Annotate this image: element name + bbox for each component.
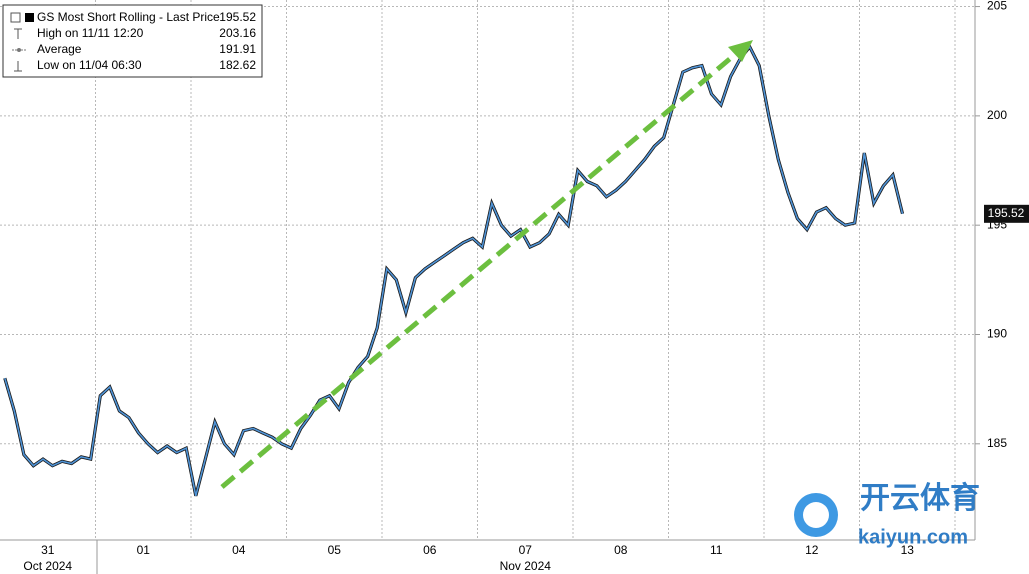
x-tick-label: 31	[41, 543, 55, 557]
trend-arrow	[220, 50, 740, 489]
legend-label: GS Most Short Rolling - Last Price	[37, 10, 220, 24]
month-label: Oct 2024	[23, 559, 72, 573]
y-tick-label: 205	[987, 0, 1007, 13]
watermark: 开云体育 kaiyun.com	[794, 481, 980, 548]
legend: GS Most Short Rolling - Last Price 195.5…	[2, 4, 263, 78]
y-tick-label: 200	[987, 108, 1007, 122]
x-tick-label: 01	[137, 543, 151, 557]
legend-box	[2, 4, 263, 78]
legend-icon	[17, 48, 21, 52]
legend-label: Average	[37, 42, 82, 56]
x-tick-label: 12	[805, 543, 819, 557]
y-tick-label: 190	[987, 327, 1007, 341]
y-tick-label: 185	[987, 436, 1007, 450]
legend-label: High on 11/11 12:20	[37, 26, 144, 40]
last-price-tag	[984, 204, 1029, 223]
watermark-title: 开云体育	[860, 481, 980, 515]
series-line	[4, 45, 904, 497]
legend-icon	[14, 28, 22, 39]
legend-value: 203.16	[219, 26, 256, 40]
x-tick-label: 08	[614, 543, 628, 557]
last-price-label: 195.52	[988, 206, 1025, 220]
watermark-logo	[803, 502, 829, 528]
legend-label: Low on 11/04 06:30	[37, 58, 142, 72]
legend-value: 195.52	[219, 10, 256, 24]
x-tick-label: 06	[423, 543, 437, 557]
x-tick-label: 05	[328, 543, 342, 557]
legend-value: 182.62	[219, 58, 256, 72]
legend-value: 191.91	[219, 42, 256, 56]
x-tick-label: 13	[901, 543, 915, 557]
trend-arrow-head	[728, 40, 753, 62]
x-tick-label: 04	[232, 543, 246, 557]
month-label: Nov 2024	[500, 559, 552, 573]
watermark-url: kaiyun.com	[858, 526, 968, 548]
x-tick-label: 07	[519, 543, 533, 557]
x-tick-label: 11	[710, 543, 723, 557]
legend-icon	[25, 13, 34, 22]
legend-icon	[10, 12, 21, 23]
legend-icon	[14, 61, 22, 72]
